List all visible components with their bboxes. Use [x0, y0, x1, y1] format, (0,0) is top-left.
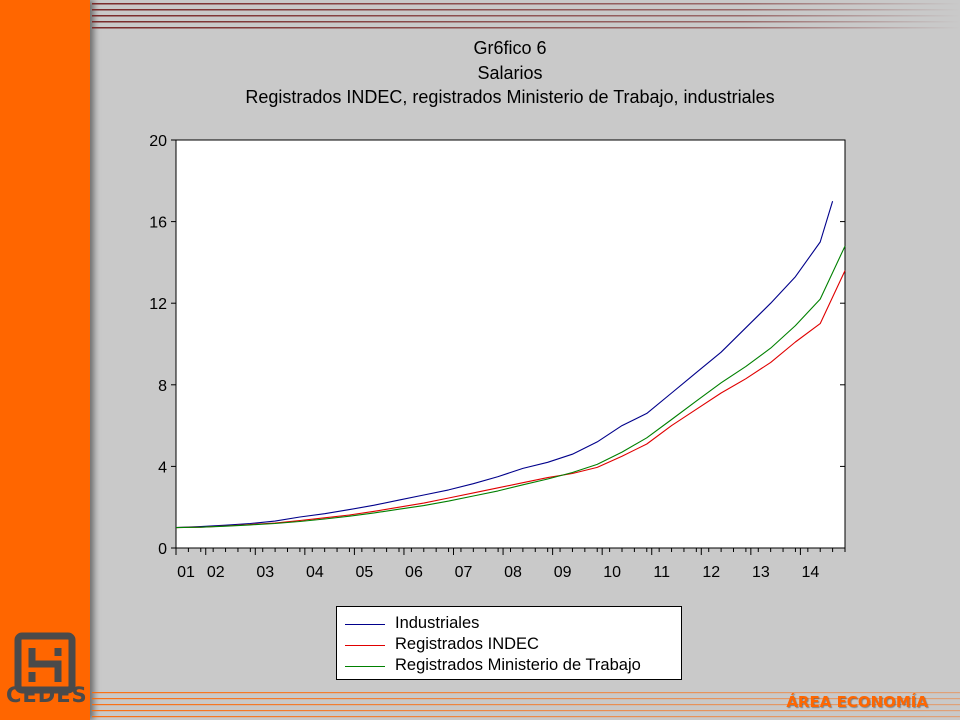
- x-tick-label: 03: [256, 564, 274, 581]
- legend-swatch: [345, 624, 385, 625]
- x-tick-label: 11: [653, 564, 670, 581]
- plot-area: [175, 139, 846, 549]
- sidebar-band: [0, 0, 90, 720]
- logo-text: CEDES: [6, 683, 88, 707]
- legend-item-registrados-indec: Registrados INDEC: [345, 635, 675, 655]
- x-tick-label: 06: [405, 564, 423, 581]
- y-tick-label: 16: [149, 215, 167, 232]
- series-line: [175, 270, 846, 529]
- x-tick-label: 14: [802, 564, 820, 581]
- header-stripes: [92, 3, 960, 29]
- series-line: [175, 201, 834, 529]
- x-tick-label: 02: [207, 564, 225, 581]
- legend-swatch: [345, 666, 385, 667]
- x-tick-label: 08: [504, 564, 522, 581]
- series-lines: [175, 201, 846, 529]
- x-tick-label: 12: [702, 564, 720, 581]
- legend: Industriales Registrados INDEC Registrad…: [336, 606, 682, 680]
- chart-subtitle: Salarios: [477, 63, 543, 83]
- y-tick-label: 12: [149, 296, 167, 313]
- y-tick-label: 8: [158, 378, 167, 395]
- legend-item-registrados-ministerio: Registrados Ministerio de Trabajo: [345, 656, 675, 676]
- series-line: [175, 245, 846, 529]
- chart-subtitle-2: Registrados INDEC, registrados Ministeri…: [245, 87, 775, 107]
- y-tick-label: 0: [158, 541, 167, 558]
- legend-label: Registrados Ministerio de Trabajo: [395, 656, 641, 674]
- legend-label: Registrados INDEC: [395, 635, 539, 653]
- footer-label: ÁREA ECONOMÍA: [786, 693, 928, 711]
- x-tick-label: 09: [554, 564, 572, 581]
- x-tick-label: 13: [752, 564, 770, 581]
- y-tick-label: 4: [158, 459, 167, 476]
- x-tick-label: 05: [356, 564, 374, 581]
- legend-swatch: [345, 645, 385, 646]
- y-tick-label: 20: [149, 133, 167, 150]
- footer-stripes: [92, 692, 960, 718]
- legend-item-industriales: Industriales: [345, 614, 675, 634]
- x-tick-label: 01: [177, 564, 195, 581]
- x-tick-label: 07: [455, 564, 473, 581]
- x-tick-label: 10: [603, 564, 621, 581]
- chart-title: Gr6fico 6: [473, 38, 547, 58]
- cedes-logo-icon: [14, 632, 76, 694]
- x-tick-label: 04: [306, 564, 324, 581]
- legend-label: Industriales: [395, 614, 480, 632]
